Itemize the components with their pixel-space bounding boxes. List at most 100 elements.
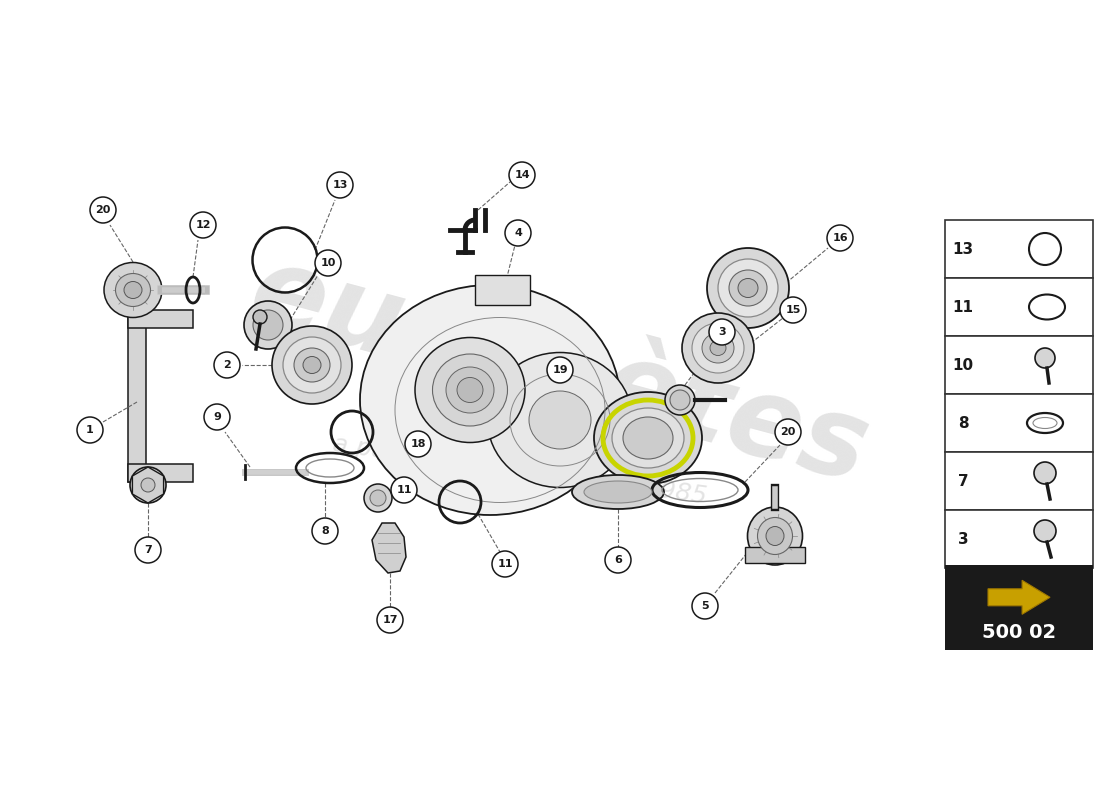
Text: 9: 9 (213, 412, 221, 422)
Circle shape (390, 477, 417, 503)
Text: 7: 7 (144, 545, 152, 555)
Ellipse shape (529, 391, 591, 449)
Ellipse shape (584, 481, 652, 503)
Ellipse shape (456, 378, 483, 402)
Circle shape (780, 297, 806, 323)
Text: 20: 20 (96, 205, 111, 215)
Ellipse shape (718, 259, 778, 317)
Bar (128, 464, 192, 482)
Bar (945, 220, 1093, 278)
Circle shape (90, 197, 116, 223)
Bar (945, 452, 1093, 510)
Text: 10: 10 (320, 258, 336, 268)
Text: 8: 8 (958, 415, 968, 430)
Circle shape (214, 352, 240, 378)
Ellipse shape (360, 285, 620, 515)
Ellipse shape (623, 417, 673, 459)
Ellipse shape (104, 262, 162, 318)
Circle shape (505, 220, 531, 246)
Circle shape (405, 431, 431, 457)
Ellipse shape (766, 526, 784, 546)
Circle shape (327, 172, 353, 198)
Text: 1: 1 (86, 425, 94, 435)
Text: 7: 7 (958, 474, 968, 489)
Circle shape (776, 419, 801, 445)
Text: 5: 5 (701, 601, 708, 611)
Ellipse shape (702, 333, 734, 363)
Ellipse shape (253, 310, 283, 340)
Text: 11: 11 (953, 299, 974, 314)
Ellipse shape (707, 248, 789, 328)
Bar (945, 336, 1093, 394)
Ellipse shape (682, 313, 754, 383)
Ellipse shape (748, 507, 803, 565)
Bar (745, 547, 805, 563)
Text: 15: 15 (785, 305, 801, 315)
Text: 19: 19 (552, 365, 568, 375)
Text: 2: 2 (223, 360, 231, 370)
Ellipse shape (487, 353, 632, 487)
Circle shape (492, 551, 518, 577)
Circle shape (312, 518, 338, 544)
Ellipse shape (141, 478, 155, 492)
Ellipse shape (116, 274, 151, 306)
Ellipse shape (124, 282, 142, 298)
Text: 13: 13 (953, 242, 974, 257)
Polygon shape (132, 467, 164, 503)
Circle shape (827, 225, 853, 251)
Ellipse shape (612, 408, 684, 468)
Ellipse shape (370, 490, 386, 506)
Ellipse shape (272, 326, 352, 404)
Ellipse shape (1034, 462, 1056, 484)
Circle shape (605, 547, 631, 573)
Ellipse shape (1035, 348, 1055, 368)
Bar (128, 310, 146, 482)
Text: 8: 8 (321, 526, 329, 536)
Text: 4: 4 (514, 228, 521, 238)
Text: a passion for parts since 1985: a passion for parts since 1985 (331, 432, 708, 508)
Text: europètes: europètes (239, 234, 881, 506)
Text: 500 02: 500 02 (982, 622, 1056, 642)
Ellipse shape (1034, 520, 1056, 542)
Text: 3: 3 (718, 327, 726, 337)
Circle shape (204, 404, 230, 430)
Text: 6: 6 (614, 555, 622, 565)
Bar (945, 510, 1093, 568)
Ellipse shape (446, 367, 494, 413)
Ellipse shape (758, 518, 792, 554)
Circle shape (547, 357, 573, 383)
Text: 11: 11 (497, 559, 513, 569)
Polygon shape (988, 580, 1050, 614)
Text: 16: 16 (833, 233, 848, 243)
Text: 20: 20 (780, 427, 795, 437)
Circle shape (77, 417, 103, 443)
Ellipse shape (415, 338, 525, 442)
Ellipse shape (244, 301, 292, 349)
Ellipse shape (738, 278, 758, 298)
Bar (475, 275, 530, 305)
Bar (945, 394, 1093, 452)
Ellipse shape (364, 484, 392, 512)
Ellipse shape (692, 323, 744, 373)
Ellipse shape (294, 348, 330, 382)
Bar (945, 565, 1093, 650)
Ellipse shape (572, 475, 664, 509)
Bar (128, 310, 192, 328)
Ellipse shape (670, 390, 690, 410)
Polygon shape (372, 523, 406, 573)
Ellipse shape (710, 341, 726, 355)
Text: 14: 14 (514, 170, 530, 180)
Circle shape (710, 319, 735, 345)
Circle shape (190, 212, 216, 238)
Text: 18: 18 (410, 439, 426, 449)
Text: 11: 11 (396, 485, 411, 495)
Ellipse shape (130, 467, 166, 503)
Ellipse shape (253, 310, 267, 324)
Text: 3: 3 (958, 531, 968, 546)
Text: 17: 17 (383, 615, 398, 625)
Text: 10: 10 (953, 358, 974, 373)
Circle shape (692, 593, 718, 619)
Text: 12: 12 (196, 220, 211, 230)
Circle shape (315, 250, 341, 276)
Ellipse shape (432, 354, 507, 426)
